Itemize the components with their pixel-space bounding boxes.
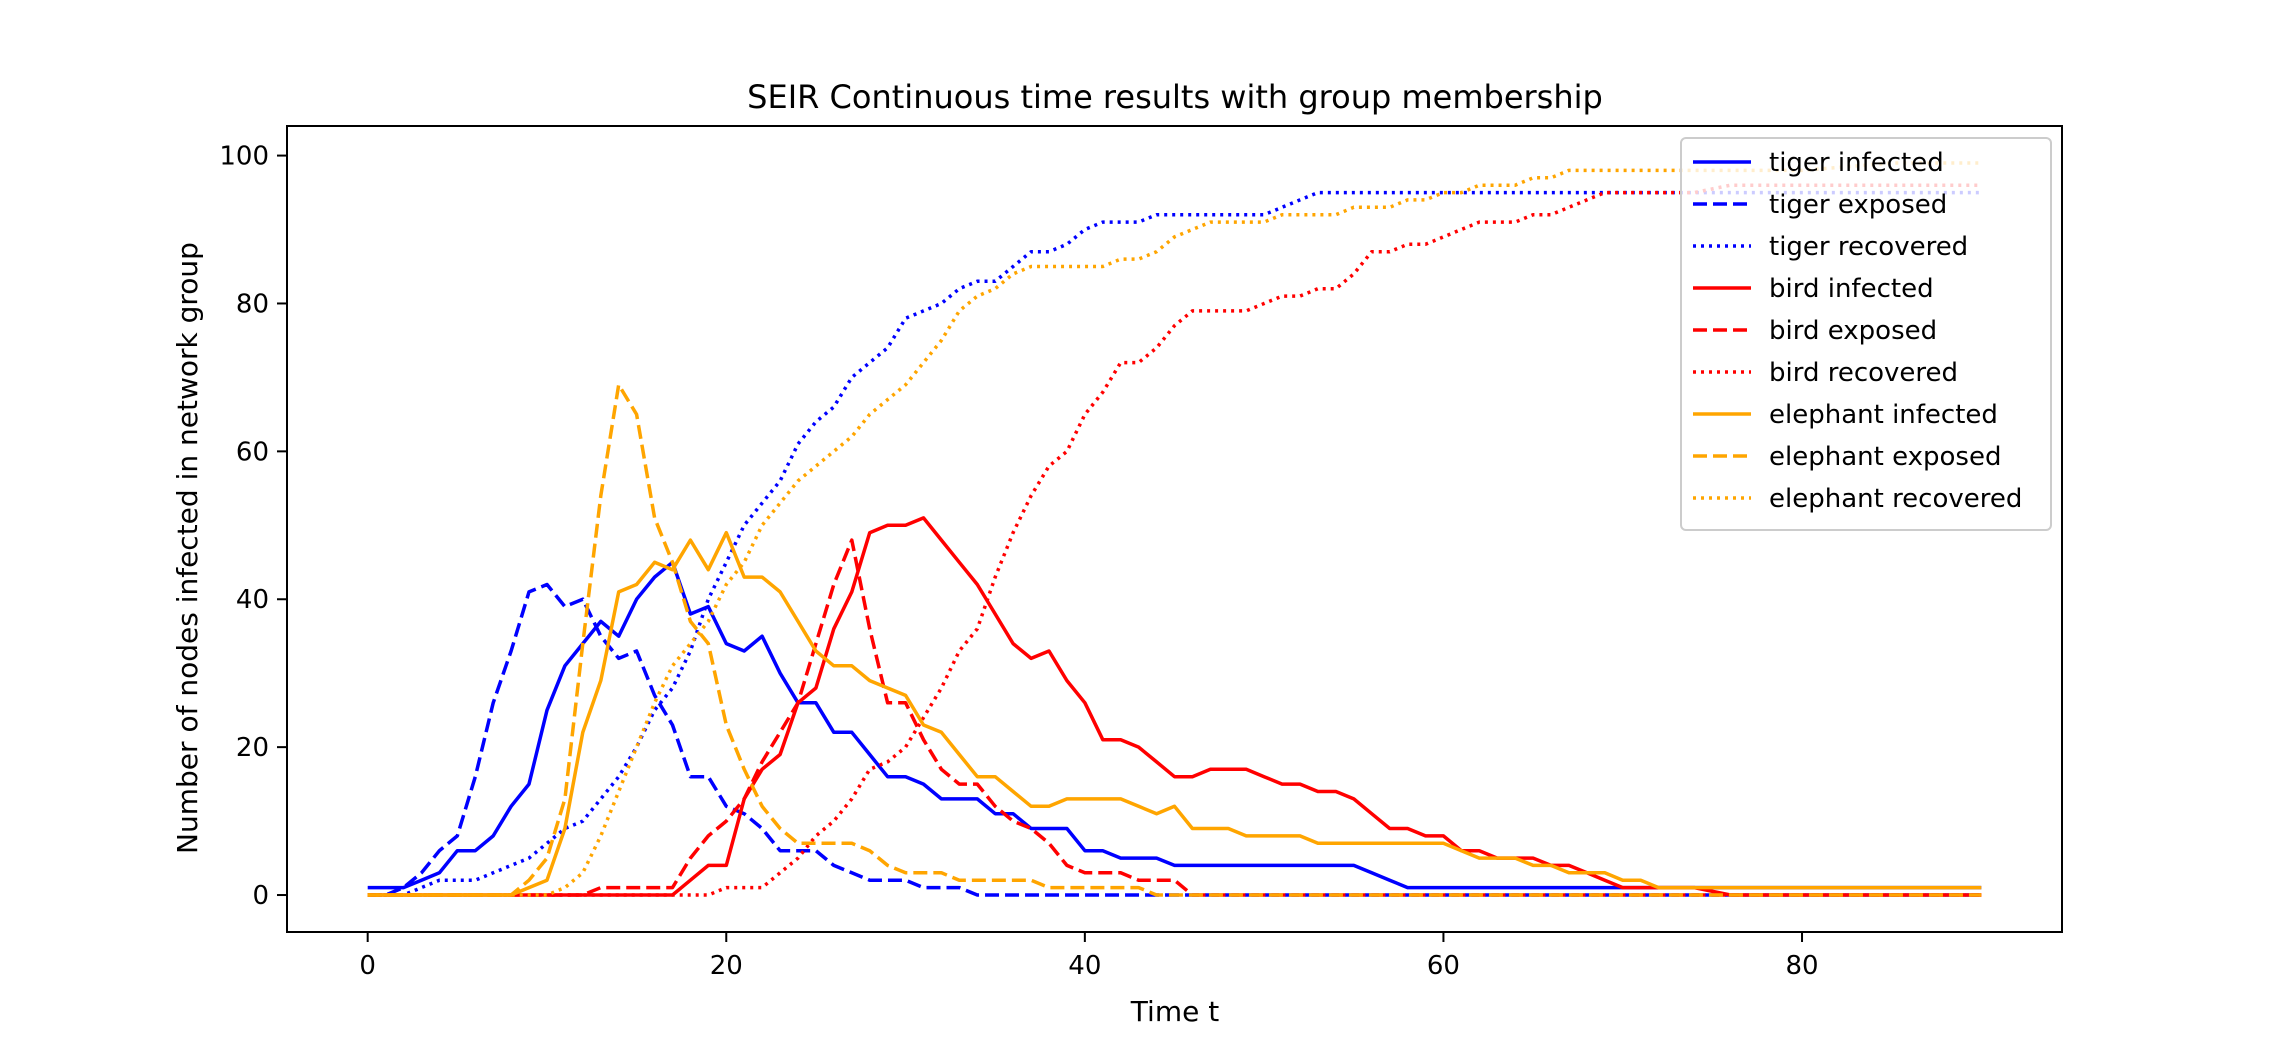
- legend-label: elephant recovered: [1769, 484, 2022, 514]
- x-tick-label: 40: [1068, 951, 1101, 981]
- legend-label: bird recovered: [1769, 358, 1958, 388]
- legend-label: elephant exposed: [1769, 442, 2001, 472]
- y-tick-label: 60: [236, 437, 269, 467]
- axes-layer: 0 20 40 60 80 0 20 40 60 80 100: [219, 125, 2063, 981]
- x-axis-label: Time t: [1130, 995, 1219, 1028]
- legend: tiger infected tiger exposed tiger recover…: [1680, 137, 2052, 531]
- y-tick-label: 80: [236, 289, 269, 319]
- chart-title: SEIR Continuous time results with group …: [747, 78, 1603, 116]
- series-line-bird-infected: [367, 516, 1982, 897]
- y-axis-label: Number of nodes infected in network grou…: [171, 242, 204, 854]
- series-layer: [367, 161, 1982, 897]
- series-line-bird-recovered: [367, 183, 1982, 897]
- legend-label: tiger exposed: [1769, 190, 1947, 220]
- series-line-elephant-infected: [367, 530, 1982, 897]
- x-tick-label: 80: [1785, 951, 1818, 981]
- x-tick-label: 0: [359, 951, 376, 981]
- legend-label: elephant infected: [1769, 400, 1998, 430]
- legend-box: [1680, 137, 2052, 531]
- series-line-elephant-exposed: [367, 383, 1982, 897]
- plot-frame: [286, 125, 2063, 933]
- legend-label: tiger recovered: [1769, 232, 1968, 262]
- legend-label: bird exposed: [1769, 316, 1937, 346]
- series-line-tiger-exposed: [367, 582, 1982, 897]
- x-tick-label: 60: [1427, 951, 1460, 981]
- y-tick-label: 100: [219, 142, 269, 172]
- series-line-tiger-infected: [367, 560, 1982, 890]
- y-tick-label: 0: [252, 881, 269, 911]
- legend-label: bird infected: [1769, 274, 1934, 304]
- y-tick-label: 40: [236, 585, 269, 615]
- x-tick-label: 20: [710, 951, 743, 981]
- legend-label: tiger infected: [1769, 148, 1944, 178]
- series-line-bird-exposed: [367, 538, 1982, 897]
- y-tick-label: 20: [236, 733, 269, 763]
- series-line-tiger-recovered: [367, 190, 1982, 897]
